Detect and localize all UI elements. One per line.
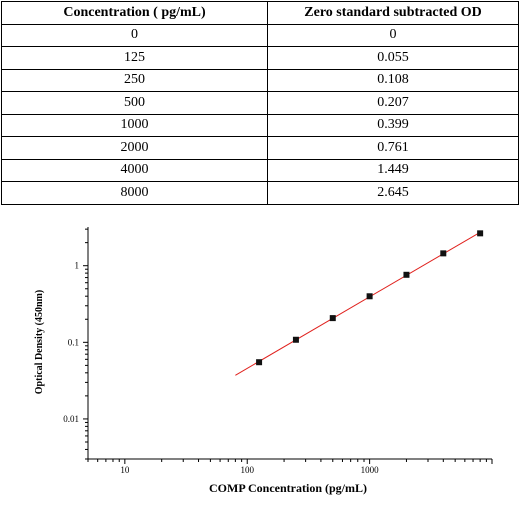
y-tick-label: 0.01 xyxy=(63,414,79,424)
data-point xyxy=(256,359,263,366)
data-point xyxy=(292,336,299,343)
cell-concentration: 125 xyxy=(1,46,268,70)
cell-concentration: 250 xyxy=(1,68,268,92)
x-tick-label: 100 xyxy=(240,465,254,475)
data-points-layer xyxy=(256,230,484,366)
table-row: 500 0.207 xyxy=(1,91,519,115)
header-od: Zero standard subtracted OD xyxy=(267,1,519,25)
table-header-row: Concentration ( pg/mL) Zero standard sub… xyxy=(1,1,519,25)
table-row: 4000 1.449 xyxy=(1,158,519,182)
cell-od: 2.645 xyxy=(267,181,519,205)
data-point xyxy=(477,230,484,237)
cell-concentration: 0 xyxy=(1,23,268,47)
cell-od: 0.108 xyxy=(267,68,519,92)
cell-concentration: 4000 xyxy=(1,158,268,182)
cell-od: 0.399 xyxy=(267,113,519,137)
table-row: 8000 2.645 xyxy=(1,181,519,205)
x-tick-label: 1000 xyxy=(361,465,380,475)
cell-od: 1.449 xyxy=(267,158,519,182)
data-point xyxy=(403,271,410,278)
cell-od: 0.207 xyxy=(267,91,519,115)
data-point xyxy=(440,250,447,257)
cell-od: 0.761 xyxy=(267,136,519,160)
cell-concentration: 2000 xyxy=(1,136,268,160)
header-concentration: Concentration ( pg/mL) xyxy=(1,1,268,25)
cell-concentration: 8000 xyxy=(1,181,268,205)
standard-curve-table: Concentration ( pg/mL) Zero standard sub… xyxy=(1,1,519,205)
y-axis-label: Optical Density (450nm) xyxy=(34,290,45,394)
fit-line xyxy=(235,231,481,376)
chart-axes xyxy=(87,227,492,460)
fit-line-layer xyxy=(235,231,481,376)
table-row: 0 0 xyxy=(1,23,519,47)
data-point xyxy=(329,315,336,322)
table-row: 250 0.108 xyxy=(1,68,519,92)
data-point xyxy=(366,293,373,300)
y-tick-label: 0.1 xyxy=(68,337,79,347)
chart-ticks: 10 100 1000 0.01 0.1 1 xyxy=(63,228,493,475)
cell-concentration: 1000 xyxy=(1,113,268,137)
table-row: 2000 0.761 xyxy=(1,136,519,160)
cell-od: 0.055 xyxy=(267,46,519,70)
cell-concentration: 500 xyxy=(1,91,268,115)
x-axis-label: COMP Concentration (pg/mL) xyxy=(209,481,367,495)
table-row: 1000 0.399 xyxy=(1,113,519,137)
cell-od: 0 xyxy=(267,23,519,47)
table-row: 125 0.055 xyxy=(1,46,519,70)
x-tick-label: 10 xyxy=(120,465,130,475)
y-tick-label: 1 xyxy=(75,261,80,271)
